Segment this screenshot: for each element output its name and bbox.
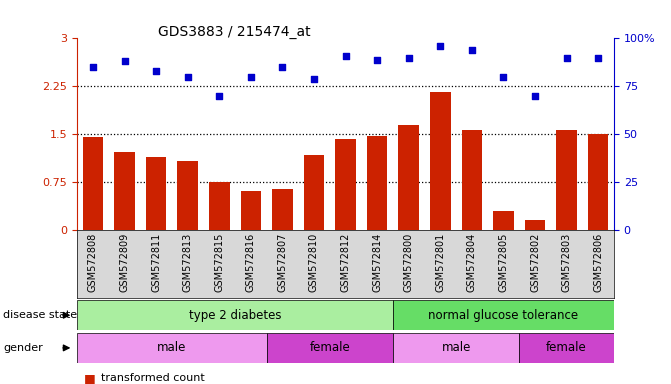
Bar bbox=[266, 333, 393, 363]
Bar bbox=[177, 161, 198, 230]
Bar bbox=[399, 125, 419, 230]
Bar bbox=[77, 300, 393, 330]
Point bbox=[403, 55, 414, 61]
Point bbox=[466, 47, 477, 53]
Text: GSM572814: GSM572814 bbox=[372, 232, 382, 292]
Point bbox=[372, 56, 382, 63]
Bar bbox=[462, 130, 482, 230]
Point bbox=[214, 93, 225, 99]
Point bbox=[246, 74, 256, 80]
Bar bbox=[209, 182, 229, 230]
Bar bbox=[493, 211, 514, 230]
Text: normal glucose tolerance: normal glucose tolerance bbox=[428, 309, 578, 322]
Text: GSM572811: GSM572811 bbox=[151, 232, 161, 292]
Point bbox=[183, 74, 193, 80]
Bar bbox=[393, 300, 614, 330]
Bar bbox=[304, 155, 324, 230]
Text: GSM572800: GSM572800 bbox=[404, 232, 414, 292]
Text: GSM572808: GSM572808 bbox=[88, 232, 98, 292]
Bar bbox=[367, 136, 387, 230]
Bar bbox=[519, 333, 614, 363]
Bar bbox=[525, 220, 546, 230]
Bar bbox=[241, 191, 261, 230]
Bar bbox=[83, 137, 103, 230]
Text: GSM572813: GSM572813 bbox=[183, 232, 193, 292]
Text: gender: gender bbox=[3, 343, 43, 353]
Text: female: female bbox=[309, 341, 350, 354]
Text: GSM572804: GSM572804 bbox=[467, 232, 477, 292]
Text: male: male bbox=[157, 341, 187, 354]
Bar bbox=[336, 139, 356, 230]
Bar bbox=[393, 333, 519, 363]
Point bbox=[277, 64, 288, 70]
Point bbox=[592, 55, 603, 61]
Point bbox=[151, 68, 162, 74]
Bar bbox=[77, 333, 266, 363]
Text: GSM572803: GSM572803 bbox=[562, 232, 572, 292]
Text: GSM572816: GSM572816 bbox=[246, 232, 256, 292]
Text: female: female bbox=[546, 341, 587, 354]
Text: GSM572807: GSM572807 bbox=[277, 232, 287, 292]
Point bbox=[88, 64, 99, 70]
Text: GSM572809: GSM572809 bbox=[119, 232, 130, 292]
Bar bbox=[114, 152, 135, 230]
Bar bbox=[556, 130, 577, 230]
Text: GSM572815: GSM572815 bbox=[214, 232, 224, 292]
Text: type 2 diabetes: type 2 diabetes bbox=[189, 309, 281, 322]
Text: GSM572806: GSM572806 bbox=[593, 232, 603, 292]
Bar bbox=[430, 91, 450, 230]
Point bbox=[340, 53, 351, 59]
Text: disease state: disease state bbox=[3, 310, 77, 320]
Bar bbox=[272, 189, 293, 230]
Point bbox=[309, 76, 319, 82]
Text: GSM572812: GSM572812 bbox=[341, 232, 350, 292]
Point bbox=[435, 43, 446, 49]
Text: GDS3883 / 215474_at: GDS3883 / 215474_at bbox=[158, 25, 310, 39]
Text: ■: ■ bbox=[84, 372, 96, 384]
Point bbox=[529, 93, 540, 99]
Text: GSM572801: GSM572801 bbox=[435, 232, 446, 292]
Text: GSM572805: GSM572805 bbox=[499, 232, 509, 292]
Point bbox=[561, 55, 572, 61]
Text: male: male bbox=[442, 341, 471, 354]
Text: transformed count: transformed count bbox=[101, 373, 205, 383]
Text: GSM572810: GSM572810 bbox=[309, 232, 319, 292]
Text: GSM572802: GSM572802 bbox=[530, 232, 540, 292]
Bar bbox=[588, 134, 609, 230]
Point bbox=[498, 74, 509, 80]
Bar bbox=[146, 157, 166, 230]
Point bbox=[119, 58, 130, 65]
